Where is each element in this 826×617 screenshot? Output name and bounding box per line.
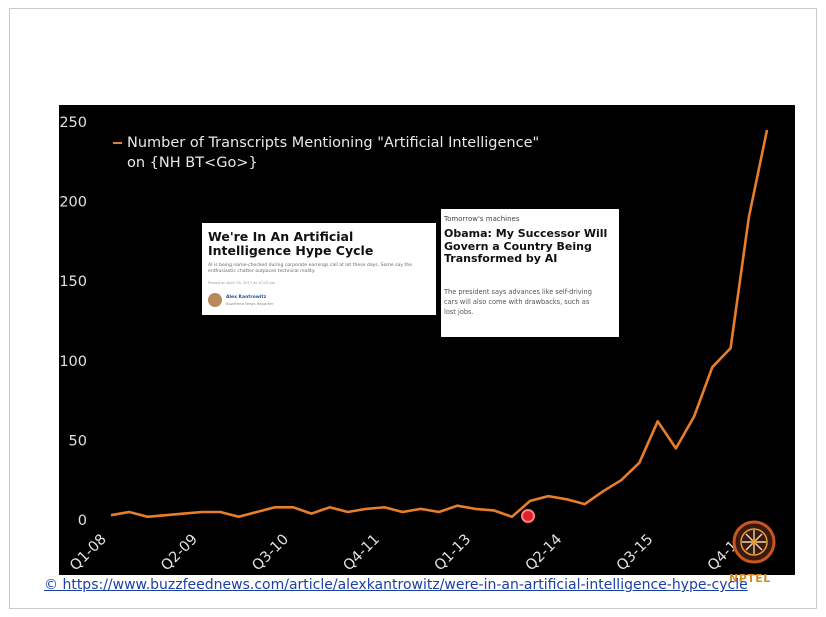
article-card-buzzfeed: We're In An Artificial Intelligence Hype… xyxy=(202,223,436,315)
article-body: The president says advances like self-dr… xyxy=(444,288,592,316)
article-title: We're In An Artificial Intelligence Hype… xyxy=(208,229,374,258)
source-link[interactable]: © https://www.buzzfeednews.com/article/a… xyxy=(44,577,748,593)
x-tick-label: Q3-15 xyxy=(614,532,657,575)
x-tick-label: Q1-08 xyxy=(67,532,110,575)
logo-text: NPTEL xyxy=(729,572,771,585)
article-title: Obama: My Successor Will Govern a Countr… xyxy=(444,227,608,265)
y-tick-label: 250 xyxy=(59,115,87,131)
article-subtitle: AI is being name-checked during corporat… xyxy=(208,263,413,274)
legend-line-2: on {NH BT<Go>} xyxy=(127,155,258,171)
series-line xyxy=(110,129,769,519)
chart-legend: Number of Transcripts Mentioning "Artifi… xyxy=(113,133,539,173)
line-chart: 0 50 100 150 200 250 Q1-08 Q2-09 Q3-10 Q4-11 Q1-13… xyxy=(59,115,769,575)
article-date: Posted on April 28, 2017 at 10:23 pm xyxy=(208,281,276,285)
article-author-role: BuzzFeed News Reporter xyxy=(226,301,274,306)
nptel-logo-icon xyxy=(732,520,776,564)
legend-line-1: Number of Transcripts Mentioning "Artifi… xyxy=(127,135,540,151)
avatar xyxy=(208,293,222,307)
laser-pointer-icon xyxy=(521,509,535,523)
y-tick-label: 150 xyxy=(59,274,87,290)
y-tick-label: 50 xyxy=(69,433,87,449)
y-tick-label: 200 xyxy=(59,195,87,211)
article-kicker: Tomorrow's machines xyxy=(444,215,520,223)
x-tick-label: Q2-09 xyxy=(158,532,201,575)
x-tick-label: Q3-10 xyxy=(249,532,292,575)
legend-swatch xyxy=(113,142,122,144)
y-tick-label: 100 xyxy=(59,354,87,370)
article-author: Alex Kantrowitz xyxy=(226,295,267,300)
slide-frame: 0 50 100 150 200 250 Q1-08 Q2-09 Q3-10 Q4-11 Q1-13… xyxy=(9,8,817,609)
x-tick-label: Q2-14 xyxy=(523,532,566,575)
x-tick-label: Q1-13 xyxy=(432,532,475,575)
article-card-obama: Tomorrow's machines Obama: My Successor … xyxy=(441,209,619,337)
x-tick-label: Q4-11 xyxy=(341,532,384,575)
y-tick-label: 0 xyxy=(78,513,87,529)
chart-panel: 0 50 100 150 200 250 Q1-08 Q2-09 Q3-10 Q4-11 Q1-13… xyxy=(59,105,795,575)
